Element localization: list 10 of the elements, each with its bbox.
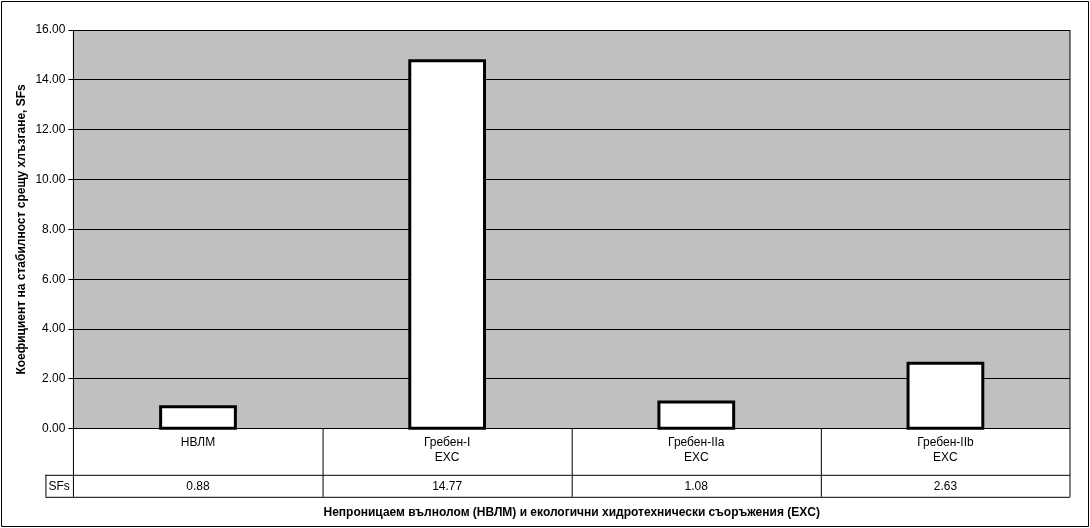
y-tick-label: 14.00: [35, 72, 66, 87]
y-axis-title: Коефициент на стабилност срещу хлъзгане, SFs: [13, 83, 28, 375]
y-tick-label: 6.00: [42, 271, 66, 286]
y-tick-label: 8.00: [42, 221, 66, 236]
y-tick-label: 2.00: [42, 371, 66, 386]
y-tick-label: 16.00: [35, 22, 66, 37]
y-tick-label: 10.00: [35, 171, 66, 186]
x-axis-title: Непроницаем вълнолом (НВЛМ) и екологични хидротехнически съоръжения (EXC): [323, 505, 820, 520]
y-tick-label: 12.00: [35, 122, 66, 137]
y-tick-label: 4.00: [42, 321, 66, 336]
